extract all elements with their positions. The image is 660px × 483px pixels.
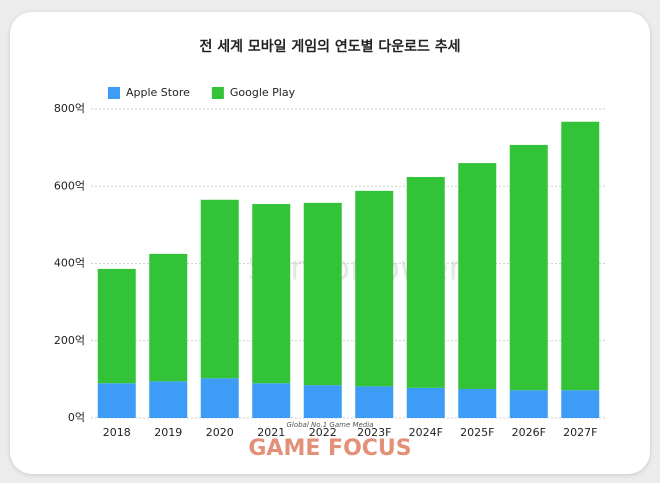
logo-name: GAME FOCUS [248,436,411,461]
bar-segment [406,387,445,418]
x-tick-label: 2026F [512,426,546,439]
x-tick-label: 2021 [257,426,285,439]
legend-swatch [108,87,120,99]
bar-segment [561,390,600,418]
bar-segment [406,176,445,388]
legend-label: Google Play [230,86,296,99]
x-tick-label: 2018 [103,426,131,439]
y-tick-label: 200억 [54,334,85,347]
legend-swatch [211,87,224,99]
y-tick-label: 600억 [54,179,85,192]
bar-segment [303,385,342,418]
bar-segment [509,390,548,418]
x-tick-label: 2019 [154,426,182,439]
chart-title: 전 세계 모바일 게임의 연도별 다운로드 추세 [199,38,460,55]
x-tick-label: 2025F [460,426,494,439]
x-tick-label: 2024F [409,426,443,439]
bar-segment [149,381,188,418]
legend-label: Apple Store [126,86,190,99]
bar-segment [355,386,394,418]
bar-segment [97,268,136,384]
x-tick-label: 2027F [563,426,597,439]
logo-tagline: Global No.1 Game Media [286,421,373,429]
bar-segment [458,389,497,418]
x-tick-label: 2023F [357,426,391,439]
bar-segment [200,199,239,379]
bar-segment [252,204,291,384]
bar-segment [355,190,394,387]
x-tick-label: 2020 [206,426,234,439]
bar-segment [509,144,548,391]
y-tick-label: 400억 [54,257,85,270]
y-tick-label: 0억 [68,411,85,424]
bar-segment [149,253,188,382]
y-tick-label: 800억 [54,102,85,115]
x-tick-label: 2022 [309,426,337,439]
bar-segment [252,383,291,418]
bar-segment [97,383,136,418]
bar-segment [200,378,239,418]
bar-segment [561,121,600,391]
bar-segment [458,163,497,390]
bar-segment [303,202,342,386]
